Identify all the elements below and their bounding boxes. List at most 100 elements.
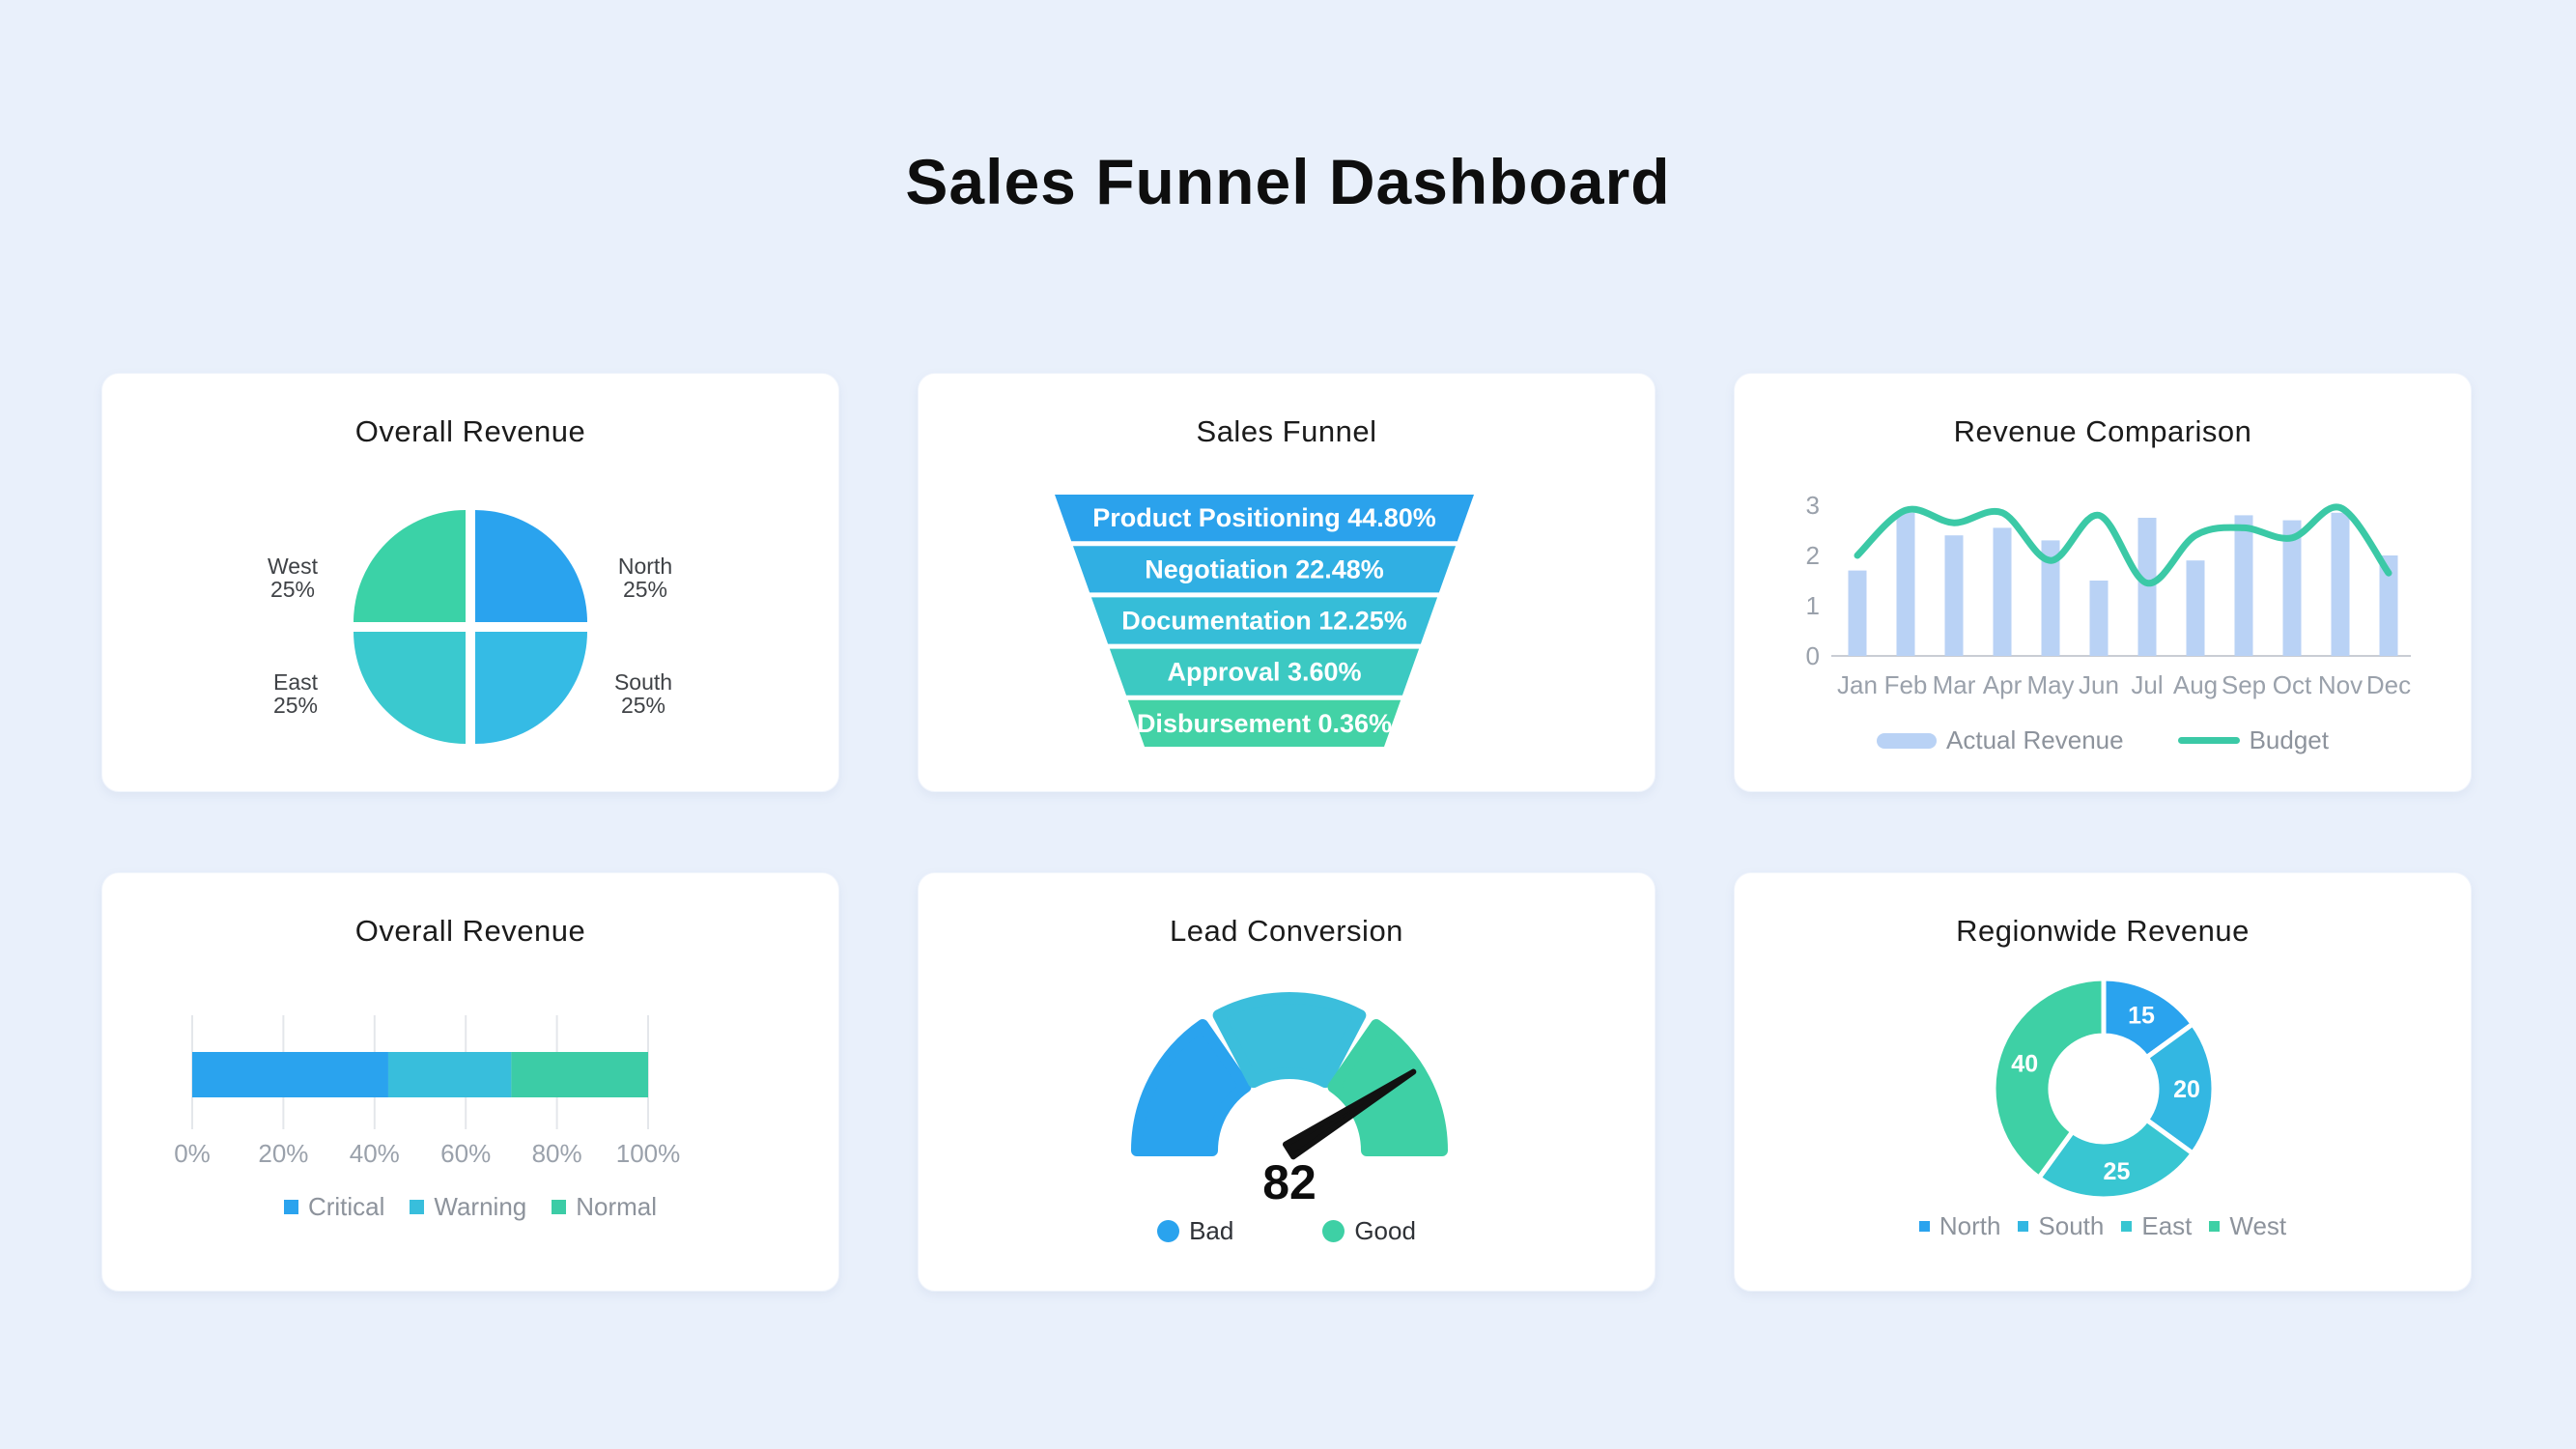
chart-text: Sep — [2222, 670, 2266, 699]
chart-text: Negotiation 22.48% — [1145, 554, 1384, 583]
card-title: Overall Revenue — [354, 414, 586, 448]
card-sales-funnel: Product Positioning 44.80% Negotiation 22… — [918, 373, 1656, 792]
legend-label: Normal — [576, 1192, 658, 1221]
chart-text: Dec — [2366, 670, 2411, 699]
legend-swatch-icon — [2209, 1221, 2221, 1232]
chart-text: May — [2026, 670, 2074, 699]
legend-item-critical: Critical — [283, 1192, 385, 1222]
chart-text: 25% — [623, 577, 667, 602]
chart-text: 40% — [350, 1139, 400, 1168]
legend-item-west: West — [2209, 1211, 2286, 1241]
stacked-segment-warning — [387, 1052, 512, 1097]
chart-text: 3 — [1806, 491, 1820, 520]
pie-slice-east — [354, 632, 466, 744]
legend-swatch-icon — [2121, 1221, 2133, 1232]
stacked-segment-critical — [192, 1052, 388, 1097]
chart-text: 40 — [2011, 1050, 2038, 1077]
legend-swatch-icon — [1157, 1220, 1180, 1242]
legend-label: North — [1939, 1211, 2001, 1240]
bar — [2379, 555, 2398, 656]
chart-text: 0 — [1806, 641, 1820, 670]
chart-text: East — [273, 669, 319, 695]
gauge-segment-2 — [1212, 992, 1367, 1089]
legend-label: South — [2038, 1211, 2105, 1240]
chart-text: Disbursement 0.36% — [1137, 709, 1392, 738]
chart-text: 20% — [258, 1139, 308, 1168]
card-regionwide-revenue-donut: 15 20 25 40 Regionwide Revenue North South Ea… — [1734, 872, 2472, 1292]
chart-text: 82 — [1262, 1155, 1316, 1209]
card-title: Regionwide Revenue — [1956, 914, 2250, 948]
chart-text: Mar — [1933, 670, 1976, 699]
gauge-needle — [1282, 1068, 1417, 1160]
legend-item-good: Good — [1322, 1216, 1416, 1246]
funnel-stage-1 — [1055, 495, 1474, 542]
bar — [1896, 512, 1915, 656]
chart-text: 2 — [1806, 541, 1820, 570]
legend-swatch-icon — [410, 1200, 425, 1214]
card-title: Revenue Comparison — [1953, 414, 2252, 448]
legend-label: West — [2229, 1211, 2287, 1240]
legend-swatch-icon — [1918, 1221, 1930, 1232]
card-overall-revenue-stacked: 0% 20% 40% 60% 80% 100% Overall Revenue Criti… — [101, 872, 839, 1292]
card-revenue-comparison: 3 2 1 0 Jan Feb Mar Apr May Jun Jul Aug Sep Oct Nov Dec… — [1734, 373, 2472, 792]
chart-text: Jul — [2131, 670, 2163, 699]
bar-series — [1848, 512, 2398, 656]
funnel-chart: Product Positioning 44.80% Negotiation 22… — [919, 374, 1655, 791]
chart-text: West — [268, 554, 319, 579]
legend-swatch-icon — [1877, 732, 1938, 749]
bar-line-chart: 3 2 1 0 Jan Feb Mar Apr May Jun Jul Aug Sep Oct Nov Dec — [1735, 374, 2471, 791]
line-series — [1854, 503, 2392, 587]
legend-swatch-icon — [2177, 737, 2240, 744]
bar — [2234, 515, 2253, 656]
legend-label: Actual Revenue — [1946, 725, 2124, 754]
bar — [2282, 520, 2302, 656]
pie-slice-north — [475, 510, 587, 622]
bar — [2331, 512, 2350, 656]
chart-text: 25% — [273, 693, 318, 718]
legend-label: Budget — [2249, 725, 2329, 754]
funnel-stage-5 — [1127, 699, 1401, 747]
chart-text: Oct — [2273, 670, 2312, 699]
gauge-chart-svg: 82 — [1131, 992, 1448, 1209]
chart-text: 100% — [616, 1139, 681, 1168]
legend-item-budget: Budget — [2177, 725, 2329, 755]
legend-label: Warning — [434, 1192, 527, 1221]
legend-item-bad: Bad — [1157, 1216, 1233, 1246]
chart-text: 25% — [621, 693, 665, 718]
chart-text: Jan — [1837, 670, 1878, 699]
chart-text: Apr — [1983, 670, 2023, 699]
chart-text: 25% — [270, 577, 315, 602]
legend-swatch-icon — [283, 1200, 298, 1214]
card-title: Lead Conversion — [1170, 914, 1403, 948]
legend-label: Bad — [1189, 1216, 1234, 1245]
card-lead-conversion-gauge: 82 Lead Conversion Bad Good — [918, 872, 1656, 1292]
chart-text: Feb — [1884, 670, 1928, 699]
legend-item-normal: Normal — [552, 1192, 657, 1222]
stacked-bar-chart-svg: 0% 20% 40% 60% 80% 100% — [174, 1015, 681, 1168]
funnel-stage-3 — [1090, 597, 1438, 644]
stacked-bar-chart: 0% 20% 40% 60% 80% 100% — [102, 873, 838, 1291]
pie-chart: North 25% South 25% East 25% West 25% — [102, 374, 838, 791]
donut-chart: 15 20 25 40 — [1735, 873, 2471, 1291]
legend-swatch-icon — [2018, 1221, 2029, 1232]
bar — [2041, 540, 2060, 656]
bar-line-chart-svg: 3 2 1 0 Jan Feb Mar Apr May Jun Jul Aug Sep Oct Nov Dec — [1806, 491, 2412, 699]
legend-item-actual-revenue: Actual Revenue — [1877, 725, 2124, 755]
donut-slice-west — [1991, 976, 2107, 1180]
bar — [2186, 560, 2205, 656]
funnel-stage-2 — [1072, 546, 1457, 593]
legend-label: Good — [1354, 1216, 1416, 1245]
chart-text: Approval 3.60% — [1167, 658, 1361, 687]
bar — [1848, 570, 1867, 656]
legend-label: Critical — [307, 1192, 385, 1221]
chart-text: Nov — [2318, 670, 2363, 699]
donut-legend: North South East West — [1735, 1211, 2471, 1241]
chart-text: 60% — [440, 1139, 491, 1168]
card-overall-revenue-pie: North 25% South 25% East 25% West 25% Overall R… — [101, 373, 839, 792]
chart-text: 15 — [2128, 1002, 2155, 1029]
pie-slice-south — [475, 632, 587, 744]
chart-text: Product Positioning 44.80% — [1092, 503, 1436, 532]
pie-slice-west — [354, 510, 466, 622]
page-title: Sales Funnel Dashboard — [905, 146, 1671, 217]
